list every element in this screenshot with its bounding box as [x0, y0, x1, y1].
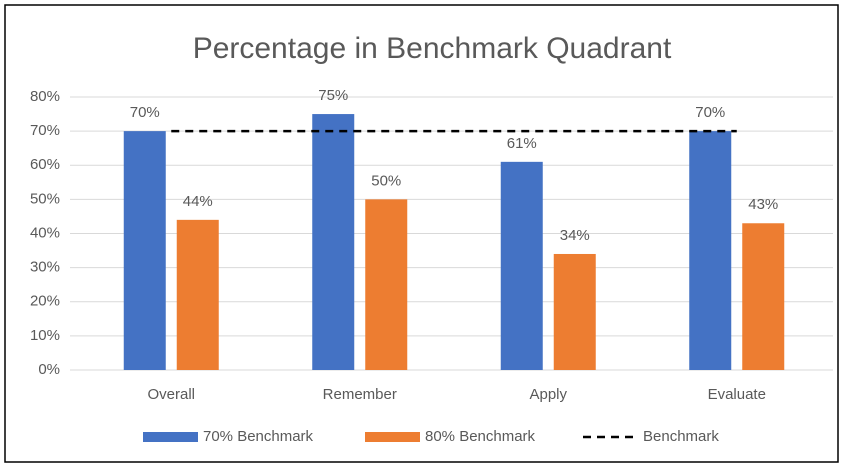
- bar: [742, 223, 785, 370]
- y-tick-label: 70%: [30, 122, 60, 139]
- bar: [312, 114, 355, 370]
- data-label: 61%: [507, 135, 537, 152]
- y-tick-label: 40%: [30, 224, 60, 241]
- legend-key: [143, 432, 198, 442]
- data-label: 43%: [748, 196, 778, 213]
- x-tick-label: Apply: [529, 386, 567, 403]
- legend-key: [365, 432, 420, 442]
- data-label: 34%: [560, 227, 590, 244]
- legend-label: 80% Benchmark: [425, 428, 536, 445]
- data-label: 50%: [371, 172, 401, 189]
- data-label: 75%: [318, 87, 348, 104]
- bar: [365, 199, 408, 370]
- y-tick-label: 10%: [30, 327, 60, 344]
- bar: [176, 219, 219, 370]
- data-label: 70%: [130, 104, 160, 121]
- x-tick-label: Evaluate: [708, 386, 766, 403]
- bar: [553, 253, 596, 370]
- y-tick-label: 80%: [30, 88, 60, 105]
- data-label: 44%: [183, 193, 213, 210]
- y-tick-label: 60%: [30, 156, 60, 173]
- y-tick-label: 30%: [30, 259, 60, 276]
- bar: [123, 131, 166, 370]
- x-tick-label: Overall: [147, 386, 195, 403]
- y-tick-label: 20%: [30, 293, 60, 310]
- legend-label: Benchmark: [643, 428, 719, 445]
- chart-title: Percentage in Benchmark Quadrant: [193, 32, 672, 65]
- y-tick-label: 0%: [38, 361, 60, 378]
- data-label: 70%: [695, 104, 725, 121]
- bar: [689, 131, 732, 370]
- y-tick-label: 50%: [30, 190, 60, 207]
- x-tick-label: Remember: [323, 386, 397, 403]
- bar: [500, 161, 543, 370]
- legend-label: 70% Benchmark: [203, 428, 314, 445]
